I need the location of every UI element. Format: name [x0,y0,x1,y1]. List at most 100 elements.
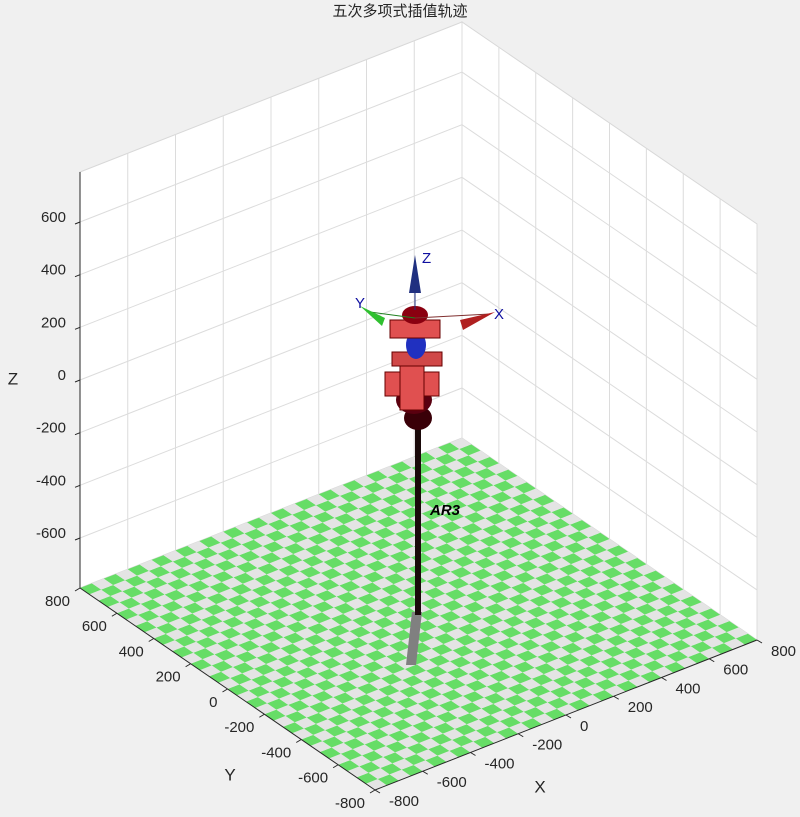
floor-tile [455,634,477,646]
floor-tile [277,525,299,537]
floor-tile [131,592,153,604]
floor-tile [422,637,444,649]
floor-tile [349,497,371,509]
floor-tile [209,582,231,594]
floor-tile [485,642,507,654]
floor-tile [439,610,461,622]
floor-tile [504,655,526,667]
floor-tile [281,553,303,565]
floor-tile [480,574,503,586]
floor-tile [315,719,338,731]
floor-tile [251,674,273,686]
floor-tile [325,635,347,647]
floor-tile [556,575,578,587]
floor-tile [657,644,679,656]
floor-tile [507,554,529,566]
floor-tile [617,590,639,602]
floor-tile [370,628,392,640]
floor-tile [499,587,521,599]
floor-tile [275,665,297,677]
floor-tile [295,538,318,550]
floor-tile [517,689,539,701]
floor-tile [317,668,339,680]
floor-tile [651,627,673,639]
floor-tile [255,613,277,625]
floor-tile [219,627,242,639]
floor-tile [239,679,261,691]
floor-tile [464,511,486,523]
tick-mark [111,612,118,617]
floor-tile [411,681,433,693]
floor-tile [349,626,371,638]
tick-mark [74,221,81,225]
floor-tile [484,603,506,615]
floor-tile [418,738,441,750]
chart-title: 五次多项式插值轨迹 [332,2,467,20]
floor-tile [527,516,549,528]
floor-tile [363,481,385,493]
floor-tile [395,747,417,759]
floor-tile [167,578,189,590]
floor-tile [548,518,570,530]
floor-tile [216,599,238,611]
floor-tile [220,538,242,550]
floor-tile [384,483,407,495]
floor-tile [714,632,736,644]
floor-tile [374,656,396,668]
floor-tile [531,674,553,686]
floor-tile [294,717,316,729]
floor-tile [642,620,664,632]
floor-tile [656,605,678,617]
floor-tile [494,519,516,531]
floor-tile [346,727,368,739]
floor-tile [347,547,369,559]
frame-label: Y [355,295,365,312]
floor-tile [248,685,270,697]
floor-tile [329,535,351,547]
floor-tile [138,610,160,622]
floor-tile [337,502,359,514]
floor-tile [564,671,587,682]
floor-tile [541,680,563,692]
floor-tile [337,631,359,643]
floor-tile [321,607,344,619]
floor-tile [177,624,199,636]
floor-tile [415,709,437,721]
floor-tile [640,581,663,593]
floor-tile [327,714,349,726]
floor-tile [392,540,414,552]
floor-tile [274,536,296,548]
floor-tile [523,578,545,590]
floor-tile [525,656,547,668]
tick-mark [74,432,81,436]
floor-tile [573,548,595,560]
grid-line [79,176,758,380]
floor-tile [208,542,230,554]
floor-tile [527,606,549,618]
floor-tile [198,626,220,638]
floor-tile [521,628,543,640]
floor-tile [428,654,450,666]
floor-tile [483,653,505,665]
floor-tile [221,577,243,589]
floor-tile [320,568,343,580]
floor-tile [351,486,373,498]
floor-tile [289,520,311,532]
floor-tile [385,612,407,624]
floor-tile [555,664,577,676]
floor-tile [251,585,274,597]
floor-tile [347,676,370,688]
floor-tile [230,583,252,595]
floor-tile [495,559,517,571]
floor-tile [425,626,447,638]
floor-tile [549,647,571,659]
floor-tile [237,601,259,612]
tick-mark [374,789,381,794]
grid-line [79,387,758,591]
floor-tile [448,617,471,629]
floor-tile [399,686,421,698]
floor-tile [616,551,638,563]
floor-tile [562,682,584,693]
floor-tile [311,561,333,573]
floor-tile [444,549,466,561]
